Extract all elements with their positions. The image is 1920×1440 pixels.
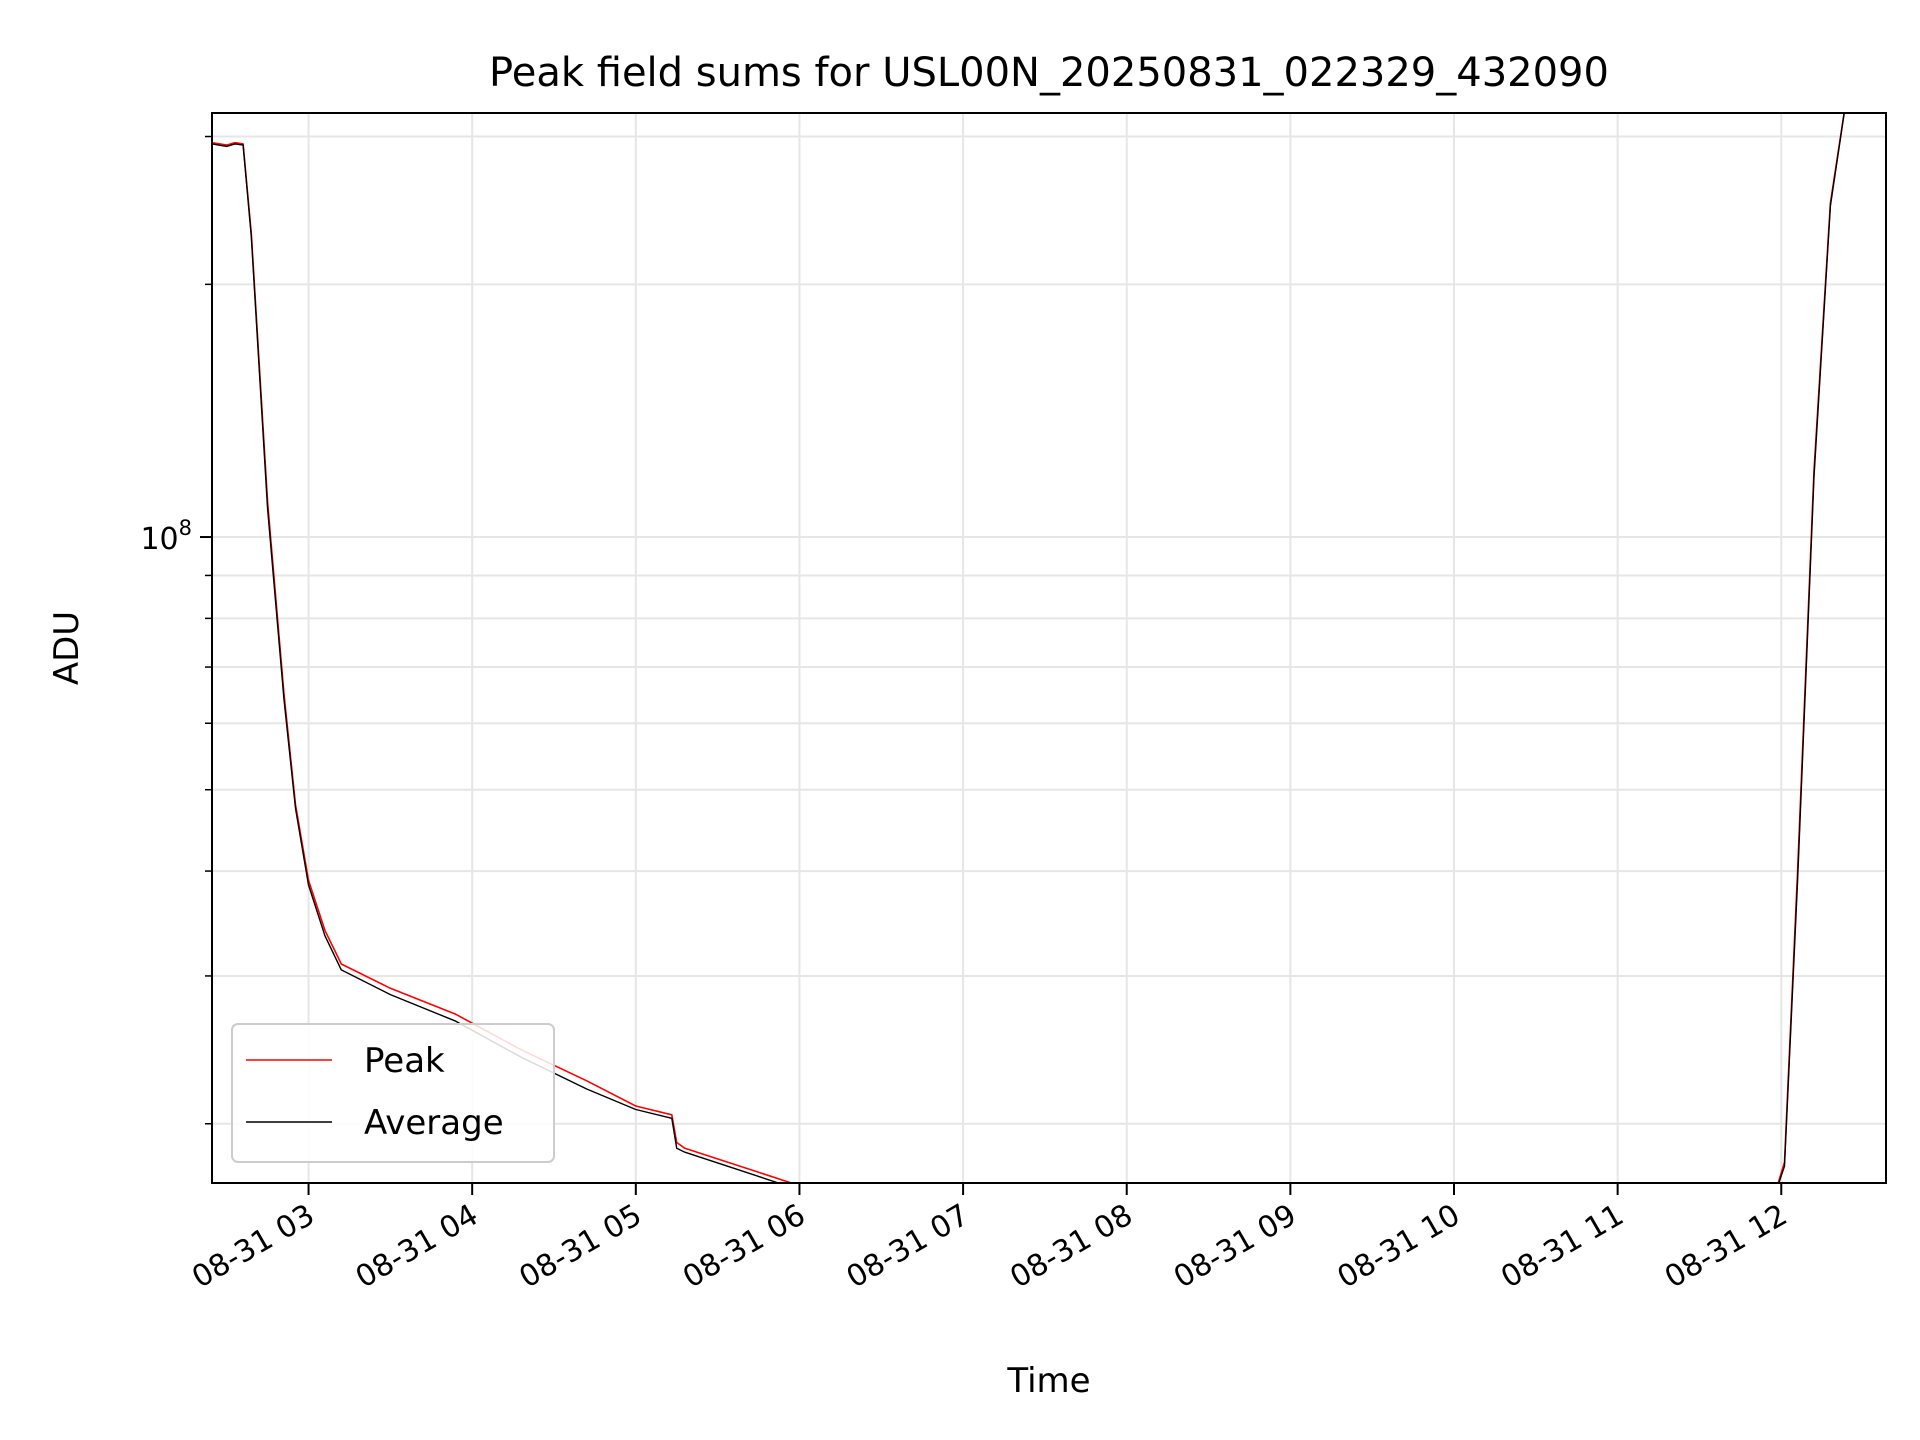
series-line-average [212, 113, 1845, 1183]
legend-label-average: Average [364, 1103, 504, 1143]
legend-label-peak: Peak [364, 1041, 445, 1081]
chart-title: Peak field sums for USL00N_20250831_0223… [489, 50, 1609, 96]
plot-frame [211, 112, 1887, 1184]
grid-layer [212, 113, 1886, 1183]
y-tick-label: 108 [140, 516, 192, 557]
y-axis-label: ADU [47, 611, 87, 685]
series-line-peak [212, 113, 1845, 1183]
x-axis-label: Time [1006, 1361, 1090, 1401]
legend-box [231, 1023, 555, 1163]
series-layer [212, 113, 1845, 1183]
legend: Peak Average [231, 1023, 555, 1163]
